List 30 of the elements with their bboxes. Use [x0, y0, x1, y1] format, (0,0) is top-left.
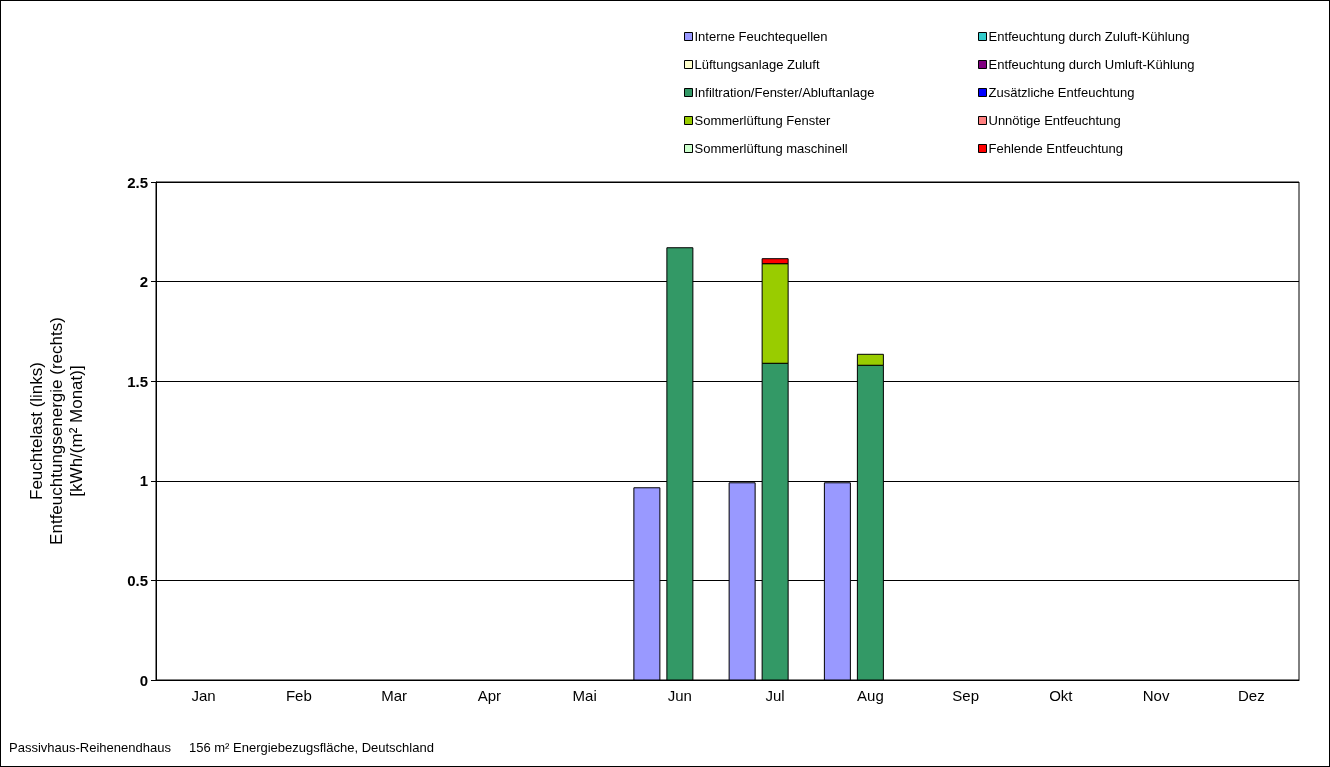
- y-tick-label: 1: [139, 472, 148, 490]
- legend-label: Sommerlüftung Fenster: [694, 113, 831, 128]
- legend-label: Infiltration/Fenster/Abluftanlage: [694, 85, 875, 100]
- x-tick-label: Feb: [285, 687, 312, 704]
- x-tick-label: Nov: [1142, 687, 1170, 704]
- x-tick-label: Sep: [952, 687, 979, 704]
- x-tick-label: Apr: [477, 687, 502, 704]
- y-tick-label: 1.5: [127, 372, 148, 390]
- x-tick-label: Okt: [1049, 687, 1074, 704]
- x-tick-label: Jun: [667, 687, 692, 704]
- legend-label: Entfeuchtung durch Umluft-Kühlung: [988, 57, 1195, 72]
- x-tick-label: Jan: [191, 687, 216, 704]
- y-axis-title: Feuchtelast (links) Entfeuchtungsenergie (rechts) [kWh/(m² Monat)]: [26, 317, 86, 545]
- x-tick-label: Mai: [572, 687, 597, 704]
- x-tick-label: Dez: [1238, 687, 1265, 704]
- y-tick-label: 0: [139, 671, 148, 689]
- x-tick-label: Aug: [857, 687, 884, 704]
- legend-label: Interne Feuchtequellen: [694, 29, 828, 44]
- legend-label: Fehlende Entfeuchtung: [988, 141, 1123, 156]
- text: Passivhaus-Reihenendhaus 156 m² Energiebezugsfläche, Deutschland: [9, 740, 434, 755]
- x-tick-label: Mar: [381, 687, 408, 704]
- legend-label: Zusätzliche Entfeuchtung: [988, 85, 1135, 100]
- legend-label: Sommerlüftung maschinell: [694, 141, 848, 156]
- legend-label: Unnötige Entfeuchtung: [988, 113, 1121, 128]
- y-tick-label: 2: [139, 273, 148, 291]
- legend-label: Entfeuchtung durch Zuluft-Kühlung: [988, 29, 1190, 44]
- legend-label: Lüftungsanlage Zuluft: [694, 57, 820, 72]
- y-tick-label: 0.5: [127, 571, 148, 589]
- x-tick-label: Jul: [765, 687, 785, 704]
- y-tick-label: 2.5: [127, 173, 148, 191]
